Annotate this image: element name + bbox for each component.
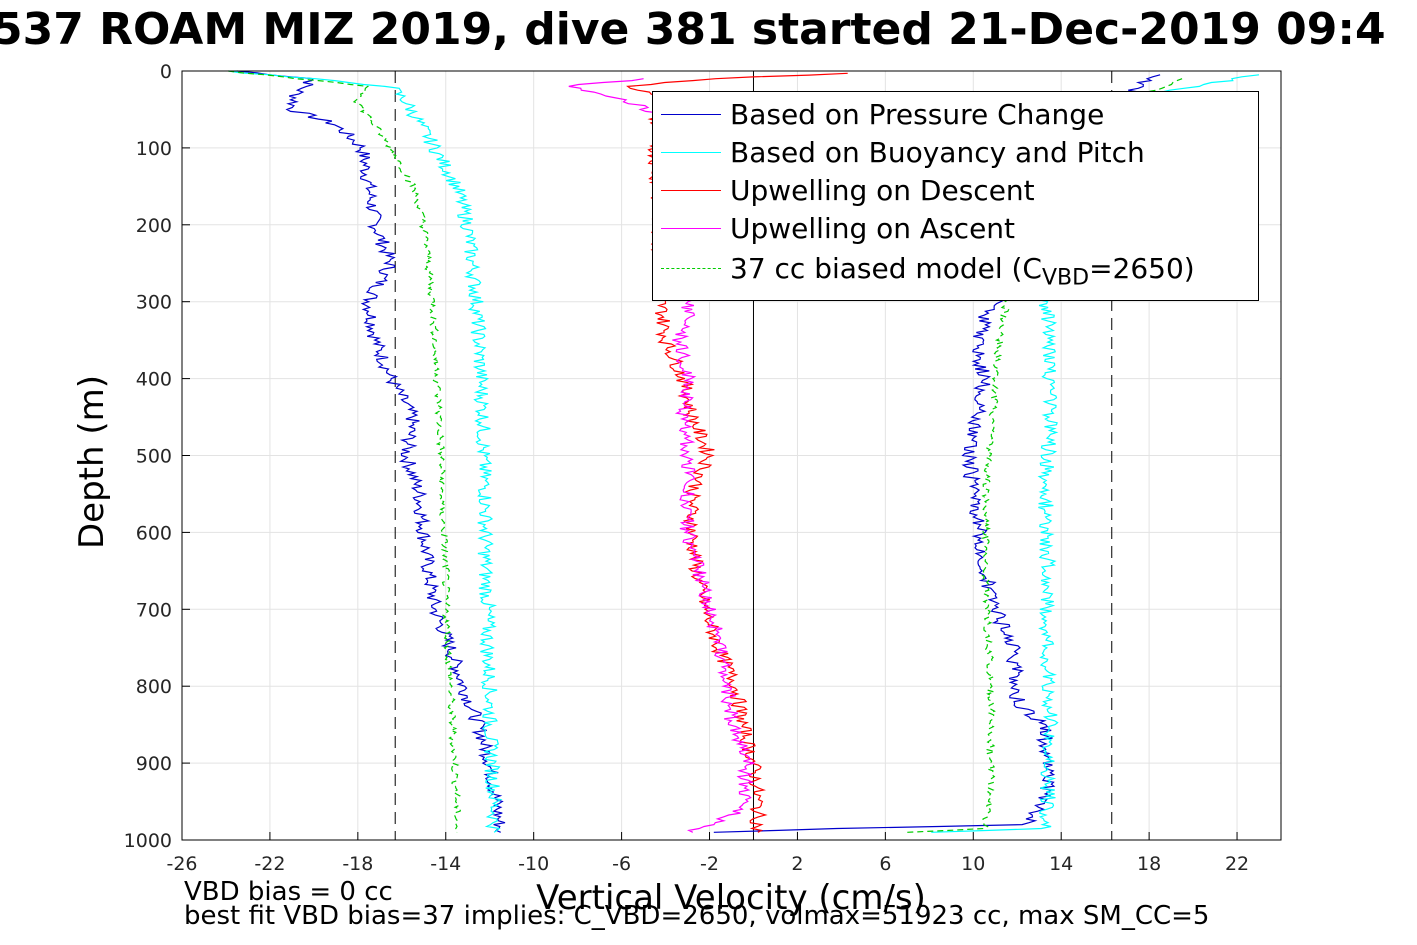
x-tick-label: 6: [879, 853, 891, 875]
x-tick-label: -10: [518, 853, 549, 875]
legend-label-model: 37 cc biased model (CVBD=2650): [730, 250, 1195, 298]
legend-item-descent: Upwelling on Descent: [653, 172, 1258, 210]
legend-label-ascent: Upwelling on Ascent: [730, 212, 1016, 245]
legend-label-buoyancy: Based on Buoyancy and Pitch: [730, 136, 1145, 169]
y-tick-label: 600: [136, 522, 172, 544]
x-axis-label: Vertical Velocity (cm/s): [536, 878, 926, 918]
y-tick-label: 900: [136, 753, 172, 775]
legend-item-pressure: Based on Pressure Change: [653, 96, 1258, 134]
footer-best-fit: best fit VBD bias=37 implies: C_VBD=2650…: [184, 901, 1210, 931]
legend-label-model-after: =2650): [1089, 252, 1195, 285]
series-line-buoyancy: [228, 70, 503, 833]
legend-item-ascent: Upwelling on Ascent: [653, 210, 1258, 248]
legend-label-descent: Upwelling on Descent: [730, 174, 1035, 207]
legend-swatch-pressure: [661, 114, 721, 115]
series-line-model: [228, 70, 462, 833]
y-tick-label: 0: [160, 61, 172, 83]
y-tick-labels: 0 100 200 300 400 500 600 700 800 900 1000: [124, 61, 172, 852]
legend-swatch-model: [661, 268, 721, 269]
y-tick-label: 400: [136, 369, 172, 391]
legend-item-buoyancy: Based on Buoyancy and Pitch: [653, 134, 1258, 172]
series-line-pressure: [236, 70, 506, 833]
legend-label-model-main: 37 cc biased model (C: [730, 252, 1042, 285]
y-tick-label: 800: [136, 676, 172, 698]
x-tick-label: -14: [430, 853, 461, 875]
chart-title: 537 ROAM MIZ 2019, dive 381 started 21-D…: [0, 2, 1417, 58]
legend-label-model-sub: VBD: [1041, 265, 1090, 291]
y-tick-label: 700: [136, 599, 172, 621]
x-tick-label: 2: [791, 853, 803, 875]
legend: Based on Pressure Change Based on Buoyan…: [652, 91, 1259, 301]
y-tick-label: 300: [136, 292, 172, 314]
y-tick-label: 100: [136, 138, 172, 160]
legend-swatch-descent: [661, 190, 721, 191]
x-tick-label: 14: [1049, 853, 1073, 875]
x-tick-label: -2: [700, 853, 719, 875]
x-tick-label: -6: [612, 853, 631, 875]
legend-swatch-buoyancy: [661, 152, 721, 153]
legend-item-model: 37 cc biased model (CVBD=2650): [653, 250, 1258, 291]
chart-title-text: 537 ROAM MIZ 2019, dive 381 started 21-D…: [0, 4, 1386, 55]
x-tick-label: -22: [254, 853, 285, 875]
x-tick-label: 22: [1225, 853, 1249, 875]
y-tick-label: 200: [136, 215, 172, 237]
y-axis-label: Depth (m): [72, 374, 112, 550]
legend-swatch-ascent: [661, 228, 721, 229]
x-tick-labels: -26 -22 -18 -14 -10 -6 -2 2 6 10 14 18 22: [166, 853, 1249, 875]
footer-vbd-bias: VBD bias = 0 cc: [184, 877, 393, 907]
x-tick-label: -26: [166, 853, 197, 875]
x-tick-label: 10: [961, 853, 985, 875]
y-tick-label: 1000: [124, 830, 172, 852]
x-tick-label: -18: [342, 853, 373, 875]
y-tick-label: 500: [136, 446, 172, 468]
axes-box: [181, 70, 1282, 841]
legend-label-pressure: Based on Pressure Change: [730, 98, 1105, 131]
x-tick-label: 18: [1137, 853, 1161, 875]
